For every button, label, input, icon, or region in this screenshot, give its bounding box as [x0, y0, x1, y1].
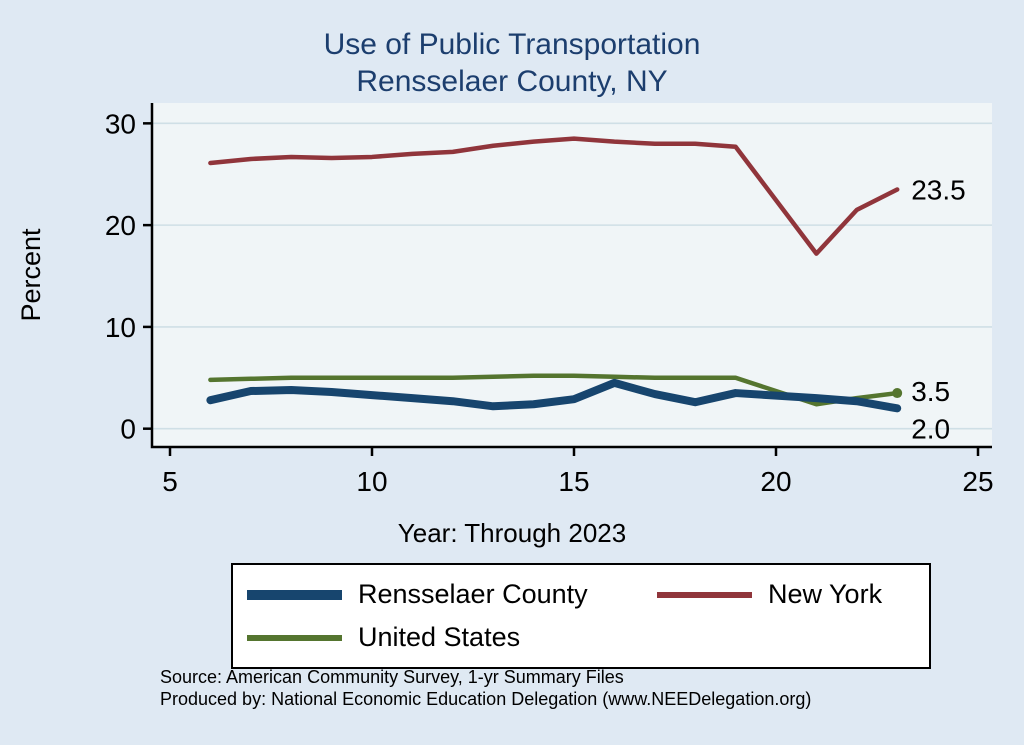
svg-text:10: 10 — [356, 466, 387, 495]
svg-text:25: 25 — [962, 466, 993, 495]
legend-swatch — [247, 634, 342, 641]
produced-by-line: Produced by: National Economic Education… — [160, 689, 812, 709]
legend-swatch — [247, 589, 342, 600]
legend-label: United States — [358, 622, 521, 652]
chart-title-line2: Rensselaer County, NY — [356, 65, 668, 98]
legend-swatch — [657, 591, 752, 598]
legend-label: New York — [768, 579, 883, 609]
svg-text:10: 10 — [105, 312, 136, 343]
svg-text:2.0: 2.0 — [911, 413, 950, 444]
legend-label: Rensselaer County — [358, 579, 588, 609]
svg-text:20: 20 — [760, 466, 791, 495]
svg-text:15: 15 — [558, 466, 589, 495]
svg-text:0: 0 — [120, 414, 136, 445]
line-chart: 23.5 3.5 2.0 0 10 20 30 5 10 15 20 25 Percent — [16, 103, 994, 495]
x-axis-title: Year: Through 2023 — [397, 518, 627, 548]
svg-text:23.5: 23.5 — [911, 175, 966, 206]
chart-legend: Rensselaer County New York United States — [231, 563, 931, 669]
legend-items: Rensselaer County New York United States — [247, 579, 919, 653]
chart-title-line1: Use of Public Transportation — [323, 28, 701, 61]
svg-text:30: 30 — [105, 108, 136, 139]
chart-title: Use of Public Transportation Rensselaer … — [0, 26, 1024, 100]
svg-text:3.5: 3.5 — [911, 376, 950, 407]
legend-item-new-york: New York — [657, 579, 919, 610]
source-line: Source: American Community Survey, 1-yr … — [160, 667, 624, 687]
legend-item-rensselaer-county: Rensselaer County — [247, 579, 657, 610]
svg-text:20: 20 — [105, 210, 136, 241]
legend-item-united-states: United States — [247, 622, 657, 653]
svg-text:5: 5 — [162, 466, 178, 495]
y-axis-title: Percent — [16, 228, 46, 322]
source-note: Source: American Community Survey, 1-yr … — [160, 666, 811, 710]
